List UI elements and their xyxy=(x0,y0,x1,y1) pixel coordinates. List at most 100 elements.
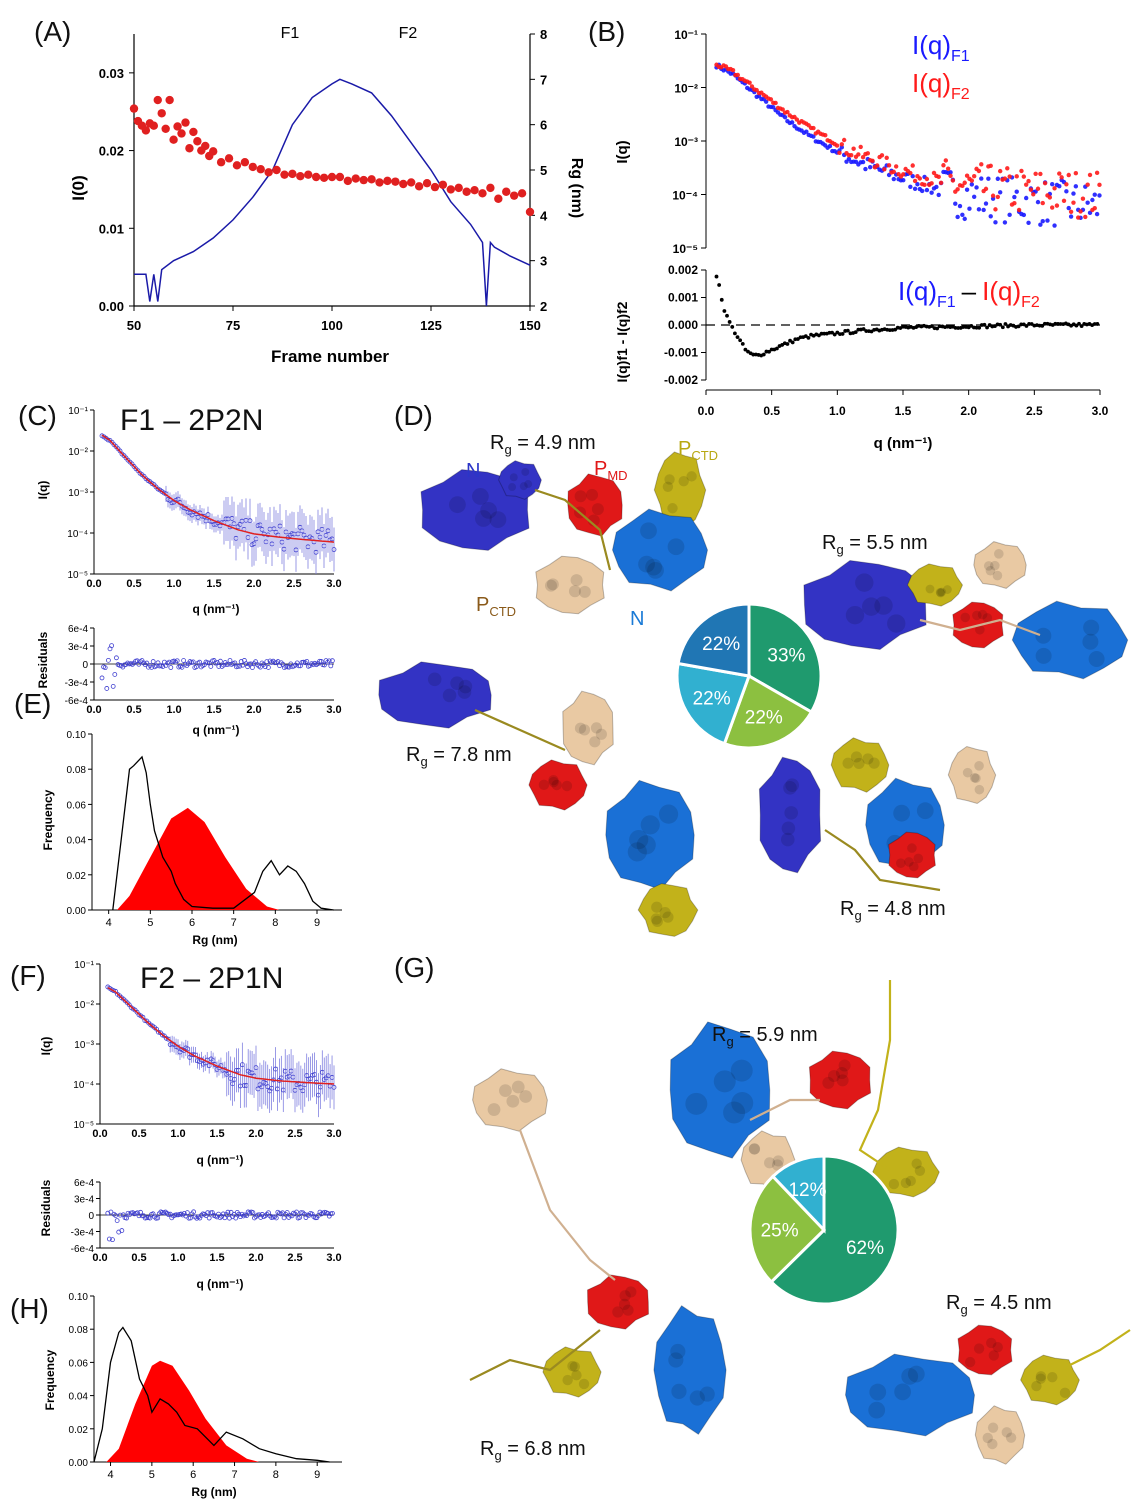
pmd-domain xyxy=(808,1050,872,1110)
E-ytick-label: 0.06 xyxy=(67,800,87,811)
b-iq-point xyxy=(1002,220,1008,225)
n-domain-light-shade xyxy=(647,561,664,579)
panel-label-g: (G) xyxy=(394,952,435,983)
b-iq-point xyxy=(995,194,1001,200)
pctd-domain-tan-shade xyxy=(992,570,1003,581)
C-res-tick-label: 6e-4 xyxy=(68,624,88,635)
b-diff-point xyxy=(775,346,779,351)
n-domain-dark-shade xyxy=(524,480,533,489)
b-iq-point xyxy=(893,164,899,169)
f-ylabel: I(q) xyxy=(39,1037,53,1056)
F-res-point xyxy=(205,1210,211,1216)
b-iq-point xyxy=(1087,172,1093,178)
E-xtick-label: 8 xyxy=(272,917,278,929)
rg-label-g2: Rg = 4.5 nm xyxy=(946,1292,1052,1317)
b-iq-point xyxy=(1064,189,1069,194)
n-domain-dark-shade xyxy=(780,832,795,847)
chart-b: 10⁻¹ 10⁻² 10⁻³ 10⁻⁴ 10⁻⁵ 0.002 0.001 0.000 -0.00… xyxy=(614,28,1109,452)
F-fit-curve xyxy=(107,986,335,1085)
b-iq-point xyxy=(936,192,941,198)
pie-slice xyxy=(676,602,751,678)
C-res-xtick-label: 1.0 xyxy=(166,704,181,716)
b-iq-point xyxy=(969,178,975,183)
b-iq-point xyxy=(1085,200,1090,205)
b-iq-point xyxy=(960,183,965,189)
b-iq-point xyxy=(1021,212,1027,218)
F-res-point xyxy=(108,1209,114,1215)
F-res-point xyxy=(220,1211,226,1217)
C-res-point xyxy=(104,686,110,691)
n-domain-dark-shade xyxy=(509,473,518,482)
pctd-domain-yellow-shade xyxy=(562,1374,573,1386)
b-iq-point xyxy=(773,100,778,106)
n-domain-light-shade xyxy=(713,1070,736,1093)
b-iq-point xyxy=(1071,191,1076,196)
F-iq-point xyxy=(185,1046,191,1052)
b-iq-point xyxy=(1080,196,1086,201)
c-ylabel: I(q) xyxy=(36,481,50,500)
pie-slice-label: 25% xyxy=(761,1220,799,1241)
pctd-domain-tan-shade xyxy=(570,574,583,587)
C-res-point xyxy=(237,663,243,669)
pctd-domain-tan-shade xyxy=(499,1084,512,1097)
n-domain-light xyxy=(1011,600,1129,680)
F-res-point xyxy=(330,1210,335,1216)
n-domain-light-shade xyxy=(638,555,655,573)
b-iq-point xyxy=(771,104,776,110)
a-y2tick-label: 8 xyxy=(540,27,547,42)
n-domain-dark-shade xyxy=(519,482,528,491)
C-res-xtick-label: 2.5 xyxy=(286,704,301,716)
a-i0-point xyxy=(359,175,368,185)
n-domain-light-shade xyxy=(869,1383,887,1401)
pctd-domain-tan-shade xyxy=(545,579,558,592)
b-diff-point xyxy=(1040,323,1045,328)
pctd-domain-tan-shade xyxy=(589,736,601,748)
a-i0-point xyxy=(177,129,186,138)
C-res-point xyxy=(296,663,302,669)
b-diff-point xyxy=(977,325,982,330)
chart-c: 10⁻¹10⁻²10⁻³10⁻⁴10⁻⁵6e-43e-40-3e-4-6e-40… xyxy=(36,406,342,737)
F-res-tick-label: -6e-4 xyxy=(71,1244,95,1255)
b-ylabel: I(q) xyxy=(614,140,631,163)
b-iq-point xyxy=(811,134,816,139)
b-iq-point xyxy=(924,187,930,193)
b-iq-point xyxy=(979,176,984,181)
b-iq-point xyxy=(934,184,939,190)
b-iq-point xyxy=(1073,184,1079,189)
b-iq-point xyxy=(837,150,842,156)
pie-slice xyxy=(722,673,814,750)
panel-label-d: (D) xyxy=(394,400,433,431)
pctd-domain-yellow-shade xyxy=(578,1378,590,1390)
b-iq-point xyxy=(756,93,762,99)
n-domain-light-shade xyxy=(667,538,685,556)
b-iq-point xyxy=(948,173,953,178)
b-iq-point xyxy=(1049,181,1055,187)
pctd-domain-yellow-shade xyxy=(937,587,947,597)
F-res-tick-label: -3e-4 xyxy=(71,1228,95,1239)
a-i0-point xyxy=(169,135,178,144)
a-i0-point xyxy=(173,122,182,131)
C-xtick-label: 1.0 xyxy=(166,578,181,590)
b-diff-point xyxy=(1016,324,1021,329)
b-diff-point xyxy=(1077,321,1081,326)
C-res-xtick-label: 0.0 xyxy=(86,704,101,716)
pctd-domain-yellow-shade xyxy=(1035,1371,1047,1382)
C-res-point xyxy=(160,664,166,669)
pmd-domain-shade xyxy=(622,1304,634,1316)
C-res-point xyxy=(114,655,119,661)
b-xtick-label: 0.0 xyxy=(698,404,715,418)
H-ytick-label: 0.02 xyxy=(69,1425,89,1436)
b-iq-point xyxy=(1019,168,1024,174)
domain-label-pctd1: PCTD xyxy=(678,438,719,463)
b-iq-point xyxy=(1007,174,1012,179)
b-diff-point xyxy=(767,349,771,354)
b-iq-point xyxy=(811,125,816,131)
a-i0-point xyxy=(193,137,202,146)
panel-label-f: (F) xyxy=(10,960,46,991)
F-ytick-label: 10⁻³ xyxy=(74,1040,94,1051)
a-rg-line xyxy=(134,78,531,307)
b-diff-b-sub: F2 xyxy=(1021,294,1040,311)
b-iq-point xyxy=(1016,207,1022,213)
n-domain-light-shade xyxy=(723,1101,746,1124)
